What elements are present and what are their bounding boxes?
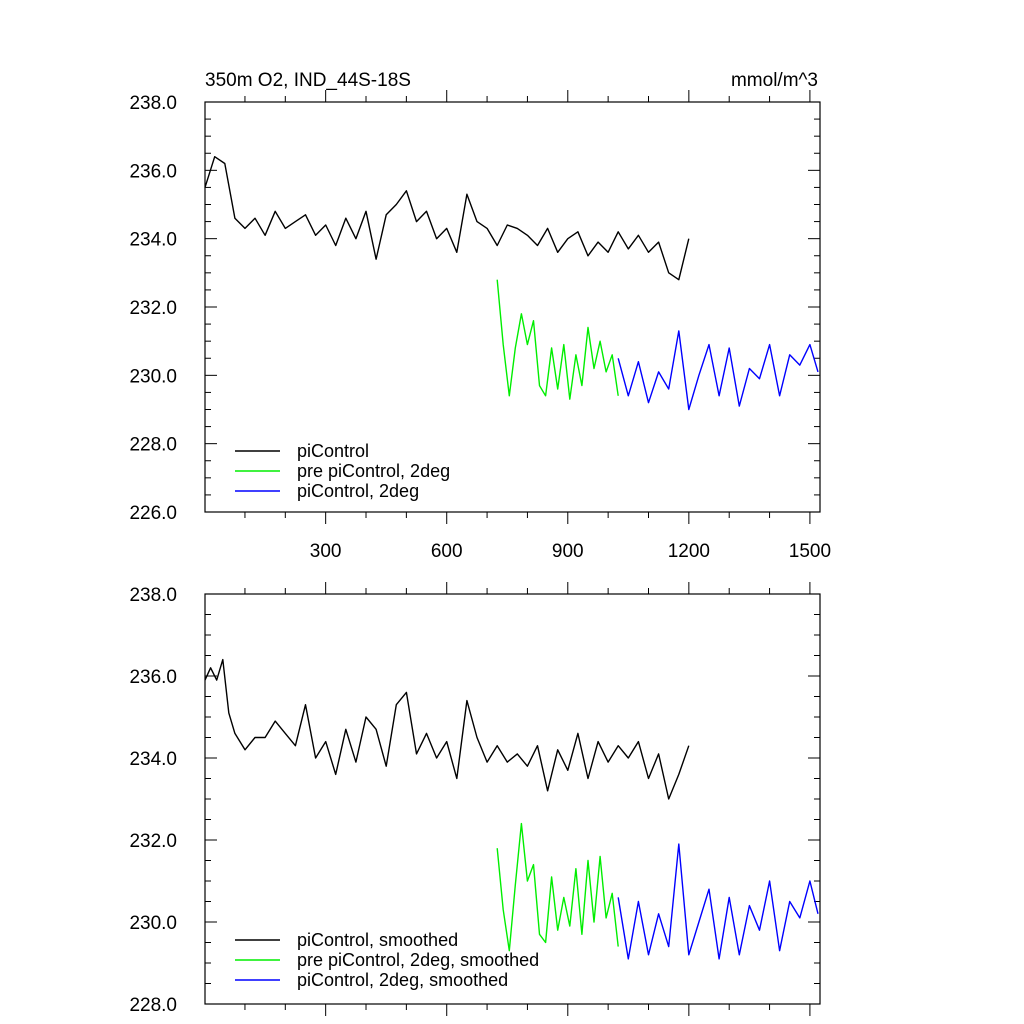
x-tick-label: 1200	[668, 541, 710, 562]
legend-label: pre piControl, 2deg, smoothed	[297, 950, 539, 970]
y-tick-label: 228.0	[129, 435, 177, 456]
bottom-panel: 228.0 230.0 232.0 234.0 236.0 238.0 piControl…	[129, 582, 821, 1016]
axis-ticks	[205, 582, 820, 1016]
series-line-1	[496, 279, 619, 400]
y-tick-label: 228.0	[129, 995, 177, 1016]
series-line-1	[496, 822, 619, 952]
legend-label: piControl, smoothed	[297, 930, 458, 950]
y-tick-label: 234.0	[129, 230, 177, 251]
y-tick-label: 230.0	[129, 913, 177, 934]
units-label: mmol/m^3	[731, 70, 818, 91]
legend-label: pre piControl, 2deg	[297, 461, 450, 481]
series-line-2	[617, 843, 819, 960]
y-tick-label: 230.0	[129, 366, 177, 387]
x-tick-label: 900	[552, 541, 584, 562]
x-tick-labels: 300 600 900 1200 1500	[310, 541, 831, 562]
y-tick-label: 226.0	[129, 503, 177, 524]
legend-label: piControl, 2deg, smoothed	[297, 970, 508, 990]
series-line-0	[204, 658, 690, 800]
x-tick-label: 600	[431, 541, 463, 562]
y-tick-label: 236.0	[129, 667, 177, 688]
y-tick-labels: 226.0 228.0 230.0 232.0 234.0 236.0 238.0	[129, 93, 177, 524]
y-tick-label: 232.0	[129, 298, 177, 319]
y-tick-label: 232.0	[129, 831, 177, 852]
series-line-2	[617, 330, 819, 411]
top-panel: 350m O2, IND_44S-18S mmol/m^3 226.0 228.0…	[129, 70, 831, 562]
y-tick-label: 238.0	[129, 585, 177, 606]
legend-label: piControl	[297, 441, 369, 461]
series-group	[204, 155, 819, 411]
series-line-0	[204, 155, 690, 281]
y-tick-labels: 228.0 230.0 232.0 234.0 236.0 238.0	[129, 585, 177, 1016]
y-tick-label: 234.0	[129, 749, 177, 770]
series-group	[204, 658, 819, 960]
y-tick-label: 236.0	[129, 161, 177, 182]
chart-title: 350m O2, IND_44S-18S	[205, 70, 411, 91]
x-tick-label: 1500	[789, 541, 831, 562]
x-tick-label: 300	[310, 541, 342, 562]
y-tick-label: 238.0	[129, 93, 177, 114]
axis-ticks	[205, 90, 820, 524]
legend-label: piControl, 2deg	[297, 481, 419, 501]
